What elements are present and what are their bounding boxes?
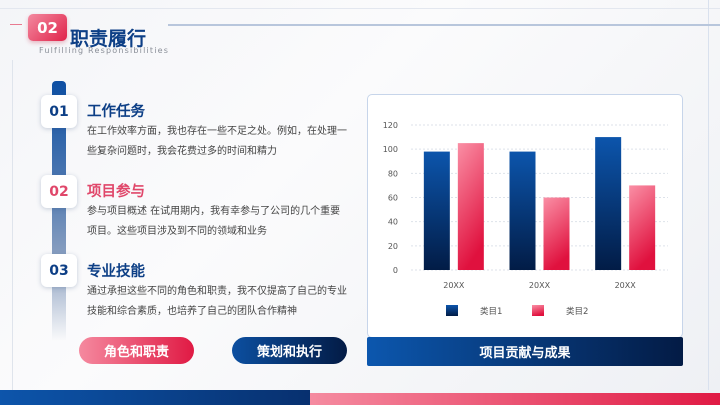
planning-button[interactable]: 策划和执行	[232, 337, 347, 364]
legend-swatch-1	[446, 305, 458, 316]
chart-card: 0 20 40 60 80 100 120 20XX 20XX 20XX 类目1 类目2	[367, 94, 683, 338]
item-text: 在工作效率方面，我也存在一些不足之处。例如，在处理一些复杂问题时，我会花费过多的…	[87, 126, 347, 157]
page-title: 职责履行	[70, 28, 147, 50]
y-tick-label: 40	[388, 218, 398, 227]
y-tick-label: 20	[388, 242, 398, 251]
bar-2-2	[543, 197, 570, 270]
y-tick-label: 120	[383, 121, 398, 130]
bar-1-1	[423, 151, 450, 270]
y-tick-label: 0	[393, 266, 398, 275]
item-text: 通过承担这些不同的角色和职责，我不仅提高了自己的专业技能和综合素质，也培养了自己…	[87, 286, 347, 317]
legend-swatch-2	[532, 305, 544, 316]
left-divider	[12, 60, 13, 390]
header-line	[168, 24, 720, 26]
legend-label: 类目1	[480, 306, 502, 317]
item-number-03: 03	[41, 254, 77, 287]
y-tick-label: 60	[388, 194, 398, 203]
y-tick-label: 80	[388, 169, 398, 178]
x-tick-label: 20XX	[615, 281, 637, 290]
item-title-professional-skills: 专业技能	[87, 264, 145, 280]
contribution-button[interactable]: 项目贡献与成果	[367, 337, 683, 366]
footer-blue-bar	[0, 390, 310, 405]
bar-2-3	[629, 185, 656, 270]
section-number-badge: 02	[28, 14, 67, 41]
bar-chart: 0 20 40 60 80 100 120 20XX 20XX 20XX 类目1 类目2	[383, 121, 668, 317]
y-tick-label: 100	[383, 145, 398, 154]
bar-1-3	[595, 137, 622, 270]
item-title-project-participation: 项目参与	[87, 184, 145, 200]
footer-pink-bar	[310, 393, 720, 405]
item-title-work-tasks: 工作任务	[87, 104, 145, 120]
bar-2-1	[457, 143, 484, 270]
roles-button[interactable]: 角色和职责	[79, 337, 194, 364]
legend-label: 类目2	[566, 306, 588, 317]
header-dash	[10, 24, 22, 25]
x-tick-label: 20XX	[529, 281, 551, 290]
item-number-02: 02	[41, 175, 77, 208]
x-tick-label: 20XX	[443, 281, 465, 290]
item-number-01: 01	[41, 95, 77, 128]
top-divider	[0, 8, 720, 9]
right-divider	[708, 0, 709, 390]
page-subtitle: Fulfilling Responsibilities	[39, 46, 170, 55]
bar-1-2	[509, 151, 536, 270]
item-text: 参与项目概述 在试用期内，我有幸参与了公司的几个重要项目。这些项目涉及到不同的领…	[87, 206, 341, 237]
